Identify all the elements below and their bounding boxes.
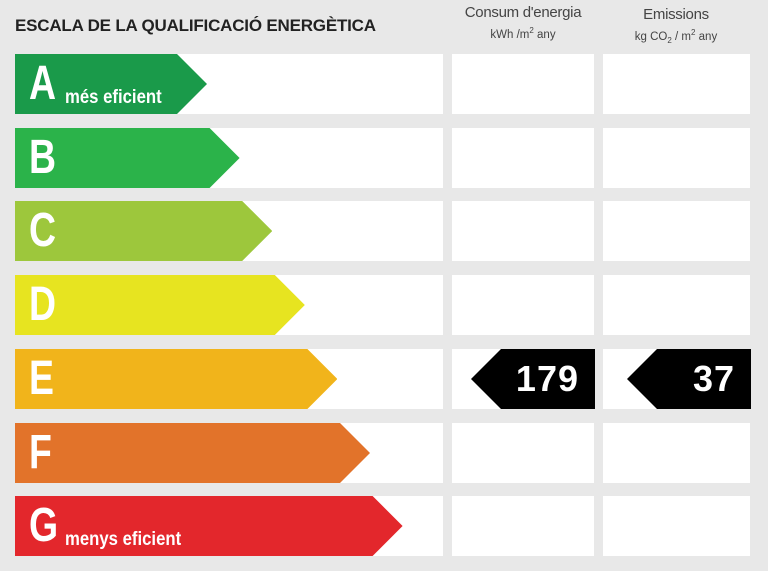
emissions-cell <box>603 496 750 556</box>
class-letter: G <box>29 499 59 552</box>
class-arrow-f: F <box>15 423 370 483</box>
consum-cell <box>452 128 594 188</box>
consum-indicator-value: 179 <box>515 358 579 399</box>
class-arrow-c: C <box>15 201 273 261</box>
consum-cell <box>452 275 594 335</box>
consum-indicator: 179 <box>471 349 595 414</box>
emissions-cell <box>603 128 750 188</box>
page-title: ESCALA DE LA QUALIFICACIÓ ENERGÈTICA <box>15 16 376 35</box>
consum-label: Consum d'energia <box>464 4 582 21</box>
consum-unit: kWh /m2 any <box>490 26 556 41</box>
class-letter: F <box>29 426 52 479</box>
class-letter: B <box>29 131 57 184</box>
class-sublabel: menys eficient <box>65 529 182 550</box>
emissions-indicator-value: 37 <box>692 358 735 399</box>
emissions-cell <box>603 275 750 335</box>
emissions-cell <box>603 54 750 114</box>
class-arrow-b: B <box>15 128 240 188</box>
emissions-label: Emissions <box>643 6 709 23</box>
class-letter: D <box>29 278 57 331</box>
emissions-cell <box>603 201 750 261</box>
consum-cell <box>452 201 594 261</box>
class-sublabel: més eficient <box>65 87 162 108</box>
class-arrow-d: D <box>15 275 305 335</box>
emissions-unit: kg CO2 / m2 any <box>634 28 718 46</box>
emissions-cell <box>603 423 750 483</box>
emissions-header: Emissions kg CO2 / m2 any <box>603 6 749 45</box>
consum-cell <box>452 423 594 483</box>
emissions-indicator: 37 <box>627 349 751 414</box>
class-letter: C <box>29 204 57 257</box>
class-arrow-e: E <box>15 349 338 409</box>
class-letter: E <box>29 352 54 405</box>
consum-cell <box>452 54 594 114</box>
class-letter: A <box>29 57 57 110</box>
consum-header: Consum d'energia kWh /m2 any <box>452 4 594 41</box>
consum-cell <box>452 496 594 556</box>
